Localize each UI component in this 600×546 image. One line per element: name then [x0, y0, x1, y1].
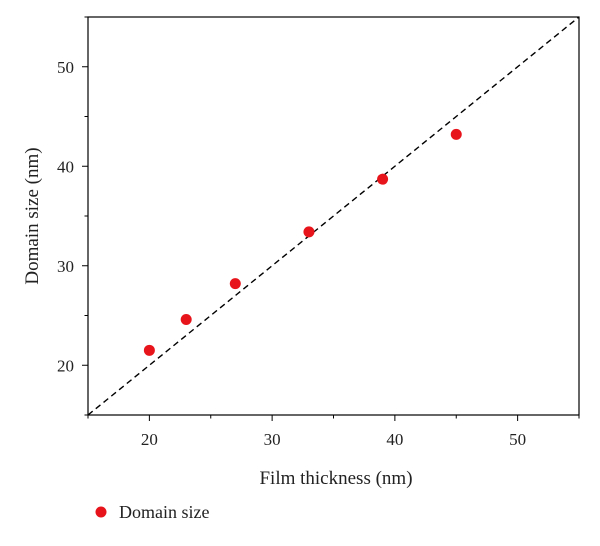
data-point: [229, 278, 241, 290]
y-axis-title: Domain size (nm): [22, 147, 43, 284]
y-tick-label: 40: [57, 157, 74, 176]
x-tick-label: 30: [264, 430, 281, 449]
data-point: [143, 344, 155, 356]
x-tick-label: 20: [141, 430, 158, 449]
axis-ticks: [82, 16, 580, 421]
legend-marker: [95, 506, 107, 518]
legend-label: Domain size: [119, 502, 209, 522]
tick-labels: 20 30 40 50 20 30 40 50: [57, 58, 526, 449]
data-point: [450, 128, 462, 140]
x-tick-label: 40: [386, 430, 403, 449]
x-axis-title: Film thickness (nm): [259, 468, 412, 489]
data-point: [303, 226, 315, 238]
y-tick-label: 50: [57, 58, 74, 77]
y-tick-label: 30: [57, 257, 74, 276]
x-tick-label: 50: [509, 430, 526, 449]
data-point: [377, 173, 389, 185]
plot-area: [87, 16, 580, 416]
reference-line: [87, 16, 580, 416]
data-point: [180, 313, 192, 325]
legend: Domain size: [95, 502, 209, 522]
y-tick-label: 20: [57, 356, 74, 375]
